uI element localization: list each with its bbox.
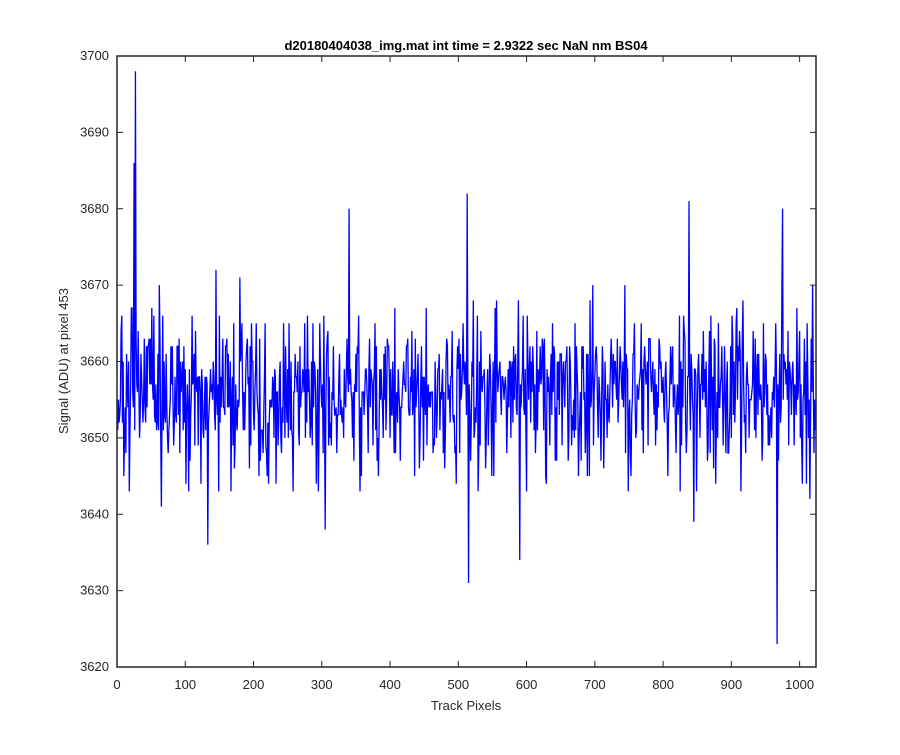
y-tick-label: 3660 (80, 354, 109, 369)
y-tick-label: 3670 (80, 277, 109, 292)
signal-series-line (117, 71, 817, 645)
x-tick-label: 900 (721, 677, 743, 692)
x-tick-label: 600 (516, 677, 538, 692)
x-tick-label: 200 (243, 677, 265, 692)
y-tick-label: 3640 (80, 506, 109, 521)
y-tick-label: 3650 (80, 430, 109, 445)
y-tick-label: 3690 (80, 124, 109, 139)
y-axis-label: Signal (ADU) at pixel 453 (56, 288, 71, 434)
y-tick-label: 3630 (80, 583, 109, 598)
x-tick-label: 800 (652, 677, 674, 692)
y-tick-label: 3680 (80, 201, 109, 216)
x-tick-label: 1000 (785, 677, 814, 692)
x-tick-label: 300 (311, 677, 333, 692)
x-tick-label: 100 (174, 677, 196, 692)
x-tick-label: 700 (584, 677, 606, 692)
y-tick-label: 3620 (80, 659, 109, 674)
x-axis-label: Track Pixels (431, 698, 502, 713)
x-tick-label: 400 (379, 677, 401, 692)
x-tick-label: 500 (447, 677, 469, 692)
x-tick-label: 0 (113, 677, 120, 692)
ticks-layer: 0 100 200 300 400 500 600 700 800 900 1000 3620 3630… (80, 48, 816, 692)
series-layer (117, 71, 817, 645)
y-tick-label: 3700 (80, 48, 109, 63)
chart-title: d20180404038_img.mat int time = 2.9322 s… (284, 38, 648, 53)
